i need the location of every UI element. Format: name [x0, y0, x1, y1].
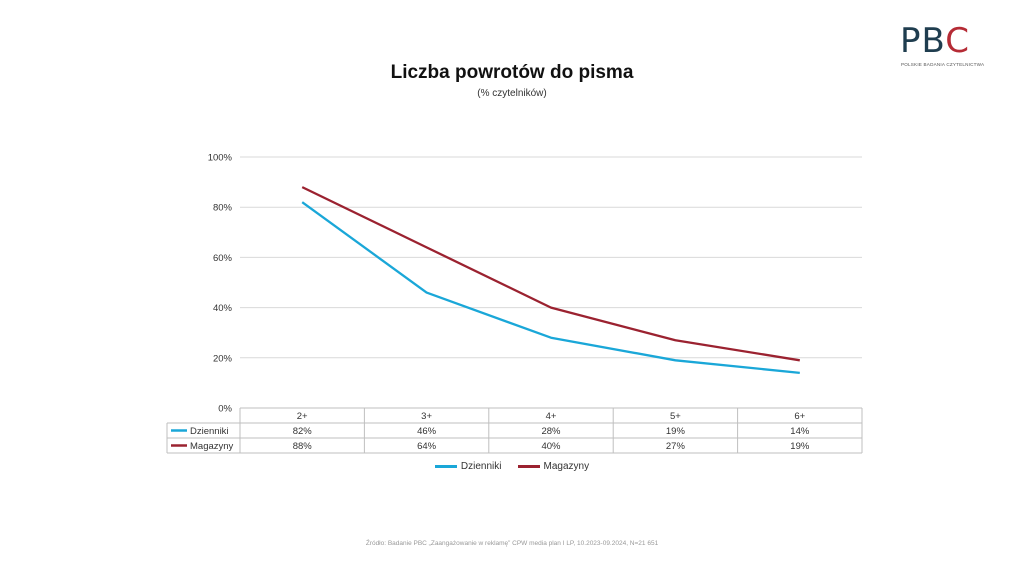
y-tick-label: 0% [218, 404, 232, 415]
y-axis: 0% 20% 40% 60% 80% 100% [208, 153, 233, 415]
category-label: 5+ [670, 411, 681, 422]
logo-letter-p: P [900, 21, 922, 61]
legend-swatch [434, 465, 457, 468]
table-cell-value: 28% [541, 426, 561, 437]
y-tick-label: 60% [213, 253, 233, 264]
category-label: 3+ [421, 411, 432, 422]
category-label: 2+ [297, 411, 308, 422]
series-lines [301, 186, 800, 375]
chart-subtitle: (% czytelników) [477, 88, 547, 99]
category-label: 6+ [794, 411, 805, 422]
logo-letter-c: C [945, 21, 970, 61]
y-tick-label: 20% [213, 353, 233, 364]
legend-item: Dzienniki [434, 461, 502, 472]
legend-label: Dzienniki [460, 461, 502, 472]
logo-tagline: POLSKIE BADANIA CZYTELNICTWA [901, 62, 985, 67]
legend-item: Magazyny [517, 461, 590, 472]
table-cell-value: 27% [666, 441, 686, 452]
table-cell-value: 64% [417, 441, 437, 452]
table-series-name: Dzienniki [190, 426, 229, 437]
legend-swatch [517, 465, 540, 468]
category-label: 4+ [546, 411, 557, 422]
table-cell-value: 82% [293, 426, 313, 437]
pbc-logo: PBC POLSKIE BADANIA CZYTELNICTWA [900, 22, 984, 68]
y-tick-label: 80% [213, 203, 233, 214]
y-tick-label: 100% [208, 153, 233, 164]
table-series-name: Magazyny [190, 441, 234, 452]
logo-letters: PBC [900, 22, 970, 60]
table-cell-value: 14% [790, 426, 810, 437]
logo-letter-b: B [921, 21, 946, 61]
legend: Dzienniki Magazyny [0, 460, 1024, 472]
y-tick-label: 40% [213, 303, 233, 314]
source-note: Źródło: Badanie PBC „Zaangażowanie w rek… [365, 540, 659, 547]
gridlines [240, 156, 862, 359]
table-cell-value: 88% [293, 441, 313, 452]
table-cell-value: 40% [541, 441, 561, 452]
table-cell-value: 46% [417, 426, 437, 437]
legend-label: Magazyny [543, 461, 590, 472]
table-cell-value: 19% [666, 426, 686, 437]
series-line-magazyny [301, 186, 800, 362]
chart-title: Liczba powrotów do pisma [390, 62, 634, 83]
series-line-dzienniki [301, 201, 800, 375]
data-table: 2+ 3+ 4+ 5+ 6+ Dzienniki 82% 46% 28% 19% 14% Magazy… [166, 407, 863, 454]
table-cell-value: 19% [790, 441, 810, 452]
